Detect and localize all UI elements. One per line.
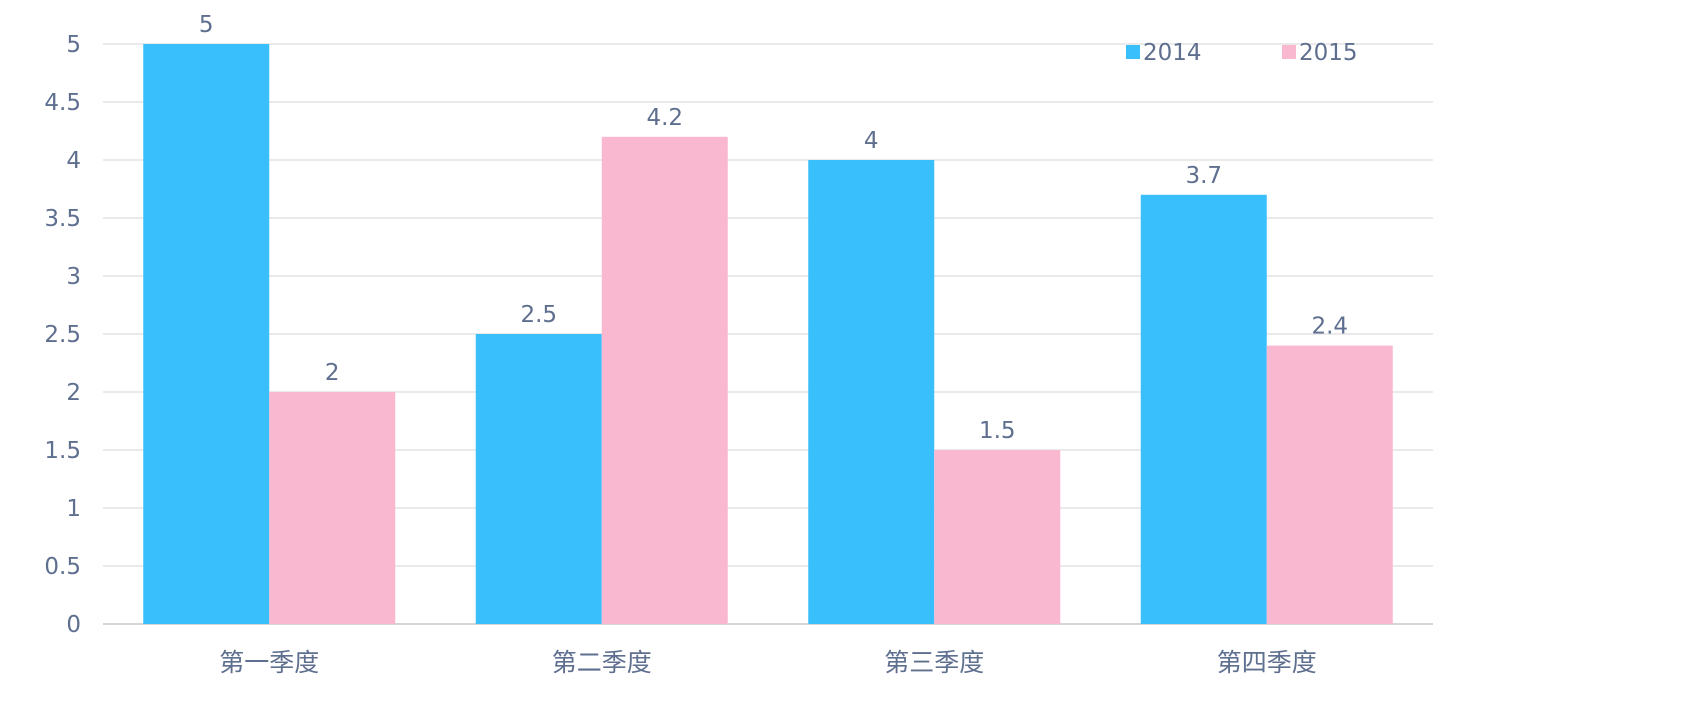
x-axis-ticks: 第一季度 第二季度 第三季度 第四季度: [219, 648, 1317, 677]
x-tick-label: 第四季度: [1217, 648, 1317, 677]
data-label: 1.5: [979, 418, 1016, 444]
data-label: 4.2: [646, 105, 683, 131]
bar-2015-3: [934, 450, 1061, 624]
legend-item-2014[interactable]: 2014: [1126, 40, 1202, 66]
data-label: 2.5: [520, 302, 557, 328]
data-label: 4: [864, 128, 879, 154]
x-tick-label: 第一季度: [219, 648, 319, 677]
data-label: 2: [325, 360, 340, 386]
y-tick-label: 0.5: [44, 554, 81, 580]
y-tick-label: 0: [66, 612, 81, 638]
y-tick-label: 1.5: [44, 438, 81, 464]
data-label: 5: [199, 12, 214, 38]
legend-swatch-icon: [1126, 45, 1140, 59]
legend[interactable]: 2014 2015: [1126, 40, 1358, 66]
y-tick-label: 4: [66, 148, 81, 174]
data-label: 2.4: [1311, 314, 1348, 340]
y-axis-ticks: 0 0.5 1 1.5 2 2.5 3 3.5 4 4.5 5: [44, 32, 81, 638]
x-tick-label: 第二季度: [552, 648, 652, 677]
x-tick-label: 第三季度: [884, 648, 984, 677]
legend-swatch-icon: [1282, 45, 1296, 59]
y-tick-label: 1: [66, 496, 81, 522]
legend-label: 2014: [1143, 40, 1202, 66]
y-tick-label: 3.5: [44, 206, 81, 232]
bar-2014-1: [143, 44, 270, 624]
y-tick-label: 5: [66, 32, 81, 58]
data-label: 3.7: [1185, 163, 1222, 189]
y-tick-label: 2: [66, 380, 81, 406]
y-tick-label: 2.5: [44, 322, 81, 348]
bar-2015-1: [269, 392, 396, 624]
bar-2014-2: [475, 334, 602, 624]
value-labels: 5 2 2.5 4.2 4 1.5 3.7 2.4: [199, 12, 1348, 444]
bar-2015-2: [601, 136, 728, 625]
bar-2014-4: [1140, 194, 1267, 625]
y-tick-label: 3: [66, 264, 81, 290]
bars: [143, 44, 1393, 625]
legend-label: 2015: [1299, 40, 1358, 66]
legend-item-2015[interactable]: 2015: [1282, 40, 1358, 66]
y-tick-label: 4.5: [44, 90, 81, 116]
bar-2015-4: [1266, 345, 1393, 624]
bar-2014-3: [808, 160, 935, 624]
